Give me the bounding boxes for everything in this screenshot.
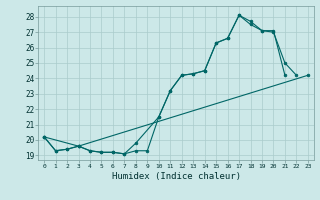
X-axis label: Humidex (Indice chaleur): Humidex (Indice chaleur) [111, 172, 241, 181]
